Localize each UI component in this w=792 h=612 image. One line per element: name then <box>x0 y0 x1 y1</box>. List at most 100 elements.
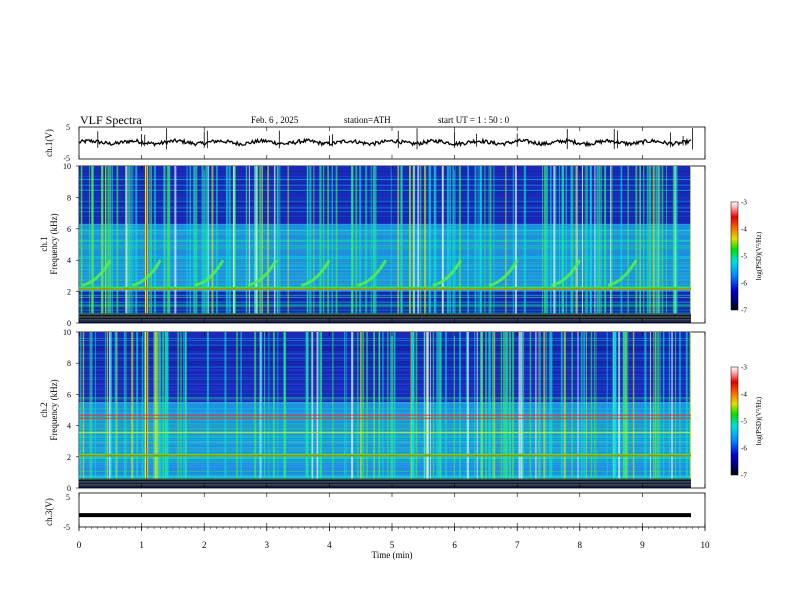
ch2-spec-sferic-28 <box>165 332 168 481</box>
ch2-spec-sferic-30 <box>504 332 507 481</box>
ch2-spec-sferic-89 <box>123 332 126 481</box>
ch2-spec-noise-row-41 <box>79 384 691 385</box>
ch1-spec-noise-row-65 <box>79 200 691 202</box>
ch1-spec-rising-tone-6 <box>432 259 463 287</box>
ch2-spec-sferic-169 <box>412 332 415 481</box>
ch1-spec-sferic-164 <box>648 166 651 316</box>
ch2-spec-cbar-tick-0: -3 <box>741 364 747 372</box>
ch3-ytick-bottom: -5 <box>63 523 70 532</box>
ch2-spec-sferic-88 <box>180 332 182 481</box>
ch2-spec-sferic-105 <box>410 332 413 481</box>
ch3-ytick-top: 5 <box>66 493 70 502</box>
ch1-spec-sferic-103 <box>374 166 377 316</box>
ch2-spec-noise-row-11 <box>79 471 691 473</box>
ch1-spec-noise-row-56 <box>79 297 691 298</box>
ch2-spec-line-1 <box>79 417 691 419</box>
ch1-spec-noise-row-24 <box>79 309 691 311</box>
ch1-spec-noise-row-6 <box>79 231 691 233</box>
ch2-spec-sferic-151 <box>183 332 185 481</box>
ch2-spec-bottom <box>79 478 691 488</box>
time-tick-label-2: 2 <box>202 540 207 550</box>
ch2-spec-noise-row-63 <box>79 408 691 410</box>
ch1-spec-noise-row-72 <box>79 269 691 270</box>
ch1-spec-sferic-46 <box>576 166 578 316</box>
ch2-spec-sferic-92 <box>362 332 364 481</box>
ch1-spec-noise-row-63 <box>79 272 691 274</box>
ch1-spec-sferic-74 <box>598 166 601 316</box>
ch2-spec-sferic-65 <box>657 332 660 481</box>
ch1-spec-rising-tone-7 <box>488 259 519 287</box>
ch1-spec-sferic-112 <box>273 166 276 316</box>
ch2-spec-noise-row-47 <box>79 420 691 421</box>
ch1-spectrogram-panel: 0 2 4 6 8 10 ch.1 Frequency (kHz) -3 -4 -5 -6 -7 … <box>39 162 763 328</box>
ch1-spec-ytick-label-5: 10 <box>63 162 71 171</box>
ch2-spec-sferic-120 <box>141 332 144 481</box>
ch1-spec-sferic-52 <box>372 166 375 316</box>
ch2-spec-bottom-line-1 <box>79 484 691 485</box>
ch2-spec-sferic-138 <box>577 332 579 481</box>
ch2-spec-sferic-63 <box>476 332 478 481</box>
ch1-spec-noise-row-14 <box>79 202 691 204</box>
ch1-spec-noise-row-88 <box>79 275 691 277</box>
ch2-spec-sferic-24 <box>316 332 319 481</box>
ch1-spec-rising-tone-3 <box>247 259 278 287</box>
ch2-spec-noise-row-71 <box>79 423 691 425</box>
ch1-spec-sferic-142 <box>417 166 420 316</box>
time-tick-label-0: 0 <box>77 540 82 550</box>
ch2-spec-sferic-162 <box>432 332 434 481</box>
ch1-spec-sferic-128 <box>479 166 482 316</box>
ch1-spec-sferic-168 <box>309 166 312 316</box>
ch2-spec-noise-row-23 <box>79 392 691 394</box>
ch2-spec-noise-row-49 <box>79 457 691 459</box>
ch1-spec-sferic-30 <box>600 166 602 316</box>
ch1-spec-rising-tone-5 <box>357 259 388 287</box>
ch1-spec-rising-tone-8 <box>551 259 582 287</box>
ch1-spec-sferic-163 <box>163 166 166 316</box>
ch1-spec-noise-row-9 <box>79 265 691 267</box>
ch2-spec-noise-row-84 <box>79 393 691 395</box>
ch1-spec-noise-row-47 <box>79 211 691 212</box>
ch2-spec-sferic-115 <box>166 332 169 481</box>
ch1-spec-noise-row-33 <box>79 210 691 212</box>
ch2-spec-noise-row-40 <box>79 391 691 392</box>
ch2-spec-sferic-127 <box>394 332 396 481</box>
ch1-spec-sferic-0 <box>245 166 247 316</box>
ch2-spec-cbar-tick-1: -4 <box>741 391 747 399</box>
ch2-spec-sferic-74 <box>659 332 661 481</box>
ch2-spec-sferic-130 <box>311 332 313 481</box>
ch1-spec-sferic-64 <box>126 166 128 316</box>
ch1-spec-ytick-label-2: 4 <box>67 256 71 265</box>
ch1-spec-sferic-115 <box>661 166 664 316</box>
ch1-spec-noise-row-75 <box>79 220 691 222</box>
ch2-spec-sferic-46 <box>158 332 160 481</box>
ch1-spec-sferic-114 <box>400 166 403 316</box>
ch2-spec-noise-row-34 <box>79 397 691 398</box>
ch1-spec-sferic-17 <box>355 166 358 316</box>
ch1-spec-sferic-23 <box>454 166 456 316</box>
time-tick-label-10: 10 <box>701 540 711 550</box>
ch1-spec-sferic-133 <box>452 166 455 316</box>
time-tick-label-8: 8 <box>578 540 583 550</box>
ch2-spec-sferic-72 <box>519 332 521 481</box>
ch2-spec-sferic-168 <box>283 332 285 481</box>
ch2-spec-sferic-22 <box>538 332 540 481</box>
ch1-spec-ytick-label-4: 8 <box>67 193 71 202</box>
ch1-spec-sferic-104 <box>565 166 568 316</box>
ch2-spec-sferic-122 <box>618 332 621 481</box>
ch1-spec-noise-row-2 <box>79 217 691 218</box>
ch1-spec-sferic-6 <box>107 166 110 316</box>
ch2-spec-sferic-114 <box>423 332 425 481</box>
ch1-spec-sferic-155 <box>331 166 334 316</box>
ch1-spec-noise-row-12 <box>79 189 691 191</box>
ch1-spec-noise-row-37 <box>79 183 691 185</box>
ch2-spec-sferic-17 <box>539 332 541 481</box>
ch1-spec-sferic-24 <box>149 166 151 316</box>
time-tick-label-9: 9 <box>640 540 645 550</box>
station-label: station=ATH <box>344 115 391 125</box>
ch2-spec-noise-row-42 <box>79 416 691 418</box>
ch2-spec-sferic-32 <box>685 332 688 481</box>
ch1-spec-sferic-85 <box>441 166 444 316</box>
ch1-spec-sferic-81 <box>313 166 315 316</box>
ch1-spec-sferic-70 <box>555 166 557 316</box>
ch2-spec-sferic-132 <box>390 332 392 481</box>
